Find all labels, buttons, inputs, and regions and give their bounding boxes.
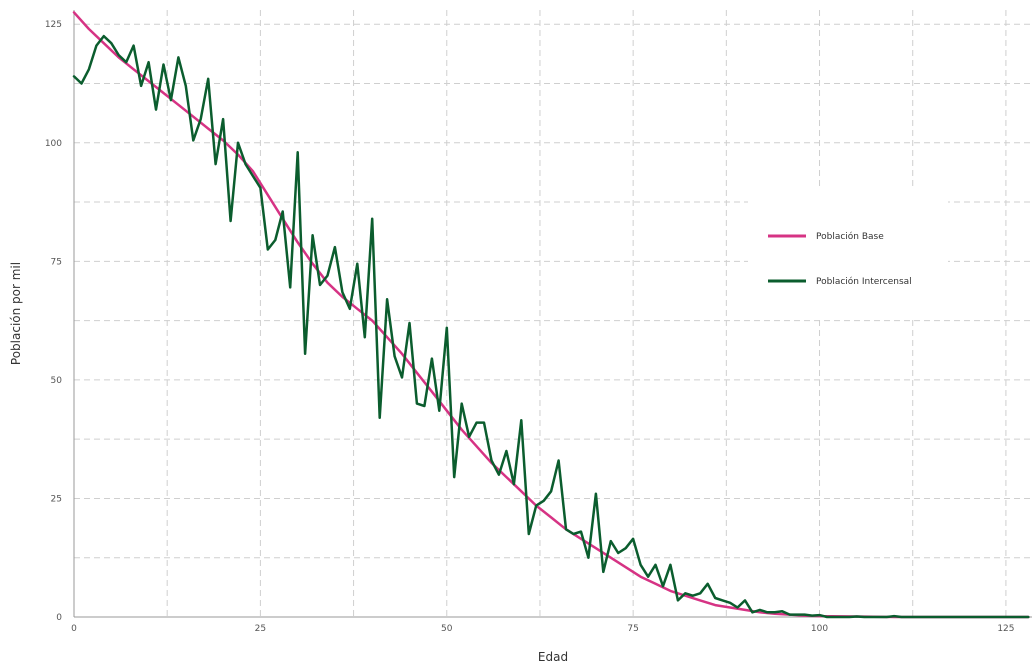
x-tick-label: 100 <box>811 624 828 634</box>
x-tick-label: 75 <box>627 624 638 634</box>
y-tick-label: 25 <box>51 494 62 504</box>
y-tick-label: 75 <box>51 257 62 267</box>
y-axis-title: Población por mil <box>9 262 23 365</box>
y-tick-label: 125 <box>45 20 62 30</box>
axes: 0 25 50 75 100 125 0 25 50 75 100 125 <box>45 10 1032 634</box>
series-line-poblacion-intercensal <box>72 34 1030 619</box>
legend: Población Base Población Intercensal <box>748 186 948 320</box>
series-layer <box>72 11 1030 619</box>
legend-label-poblacion-intercensal: Población Intercensal <box>816 276 912 287</box>
x-tick-label: 50 <box>441 624 453 634</box>
legend-box <box>748 186 948 320</box>
x-tick-label: 125 <box>997 624 1014 634</box>
x-tick-label: 25 <box>255 624 266 634</box>
y-tick-label: 0 <box>56 613 62 623</box>
legend-label-poblacion-base: Población Base <box>816 231 884 242</box>
x-axis-title: Edad <box>538 650 568 663</box>
y-tick-label: 100 <box>45 139 62 149</box>
y-tick-label: 50 <box>51 376 63 386</box>
x-tick-label: 0 <box>71 624 77 634</box>
